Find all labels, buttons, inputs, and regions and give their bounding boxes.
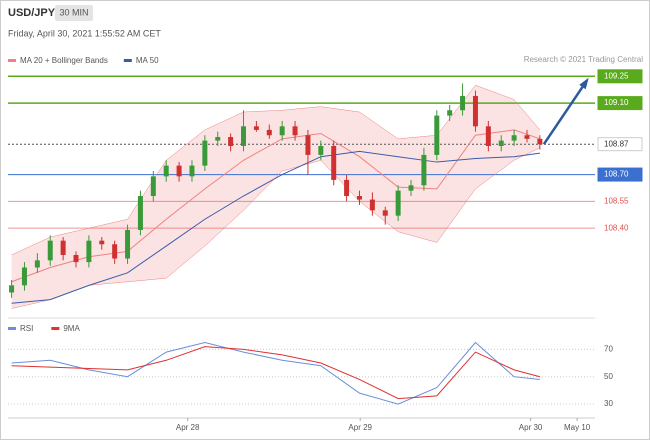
level-tag xyxy=(597,137,643,152)
candle-body xyxy=(395,190,401,216)
candle-body xyxy=(163,165,169,177)
level-label: 109.10 xyxy=(604,98,629,107)
level-label: 108.87 xyxy=(604,139,629,148)
candle-body xyxy=(9,285,15,293)
candle-body xyxy=(47,240,53,261)
candle-body xyxy=(73,254,79,263)
legend-swatch xyxy=(8,327,16,330)
candle-body xyxy=(408,185,414,191)
candle-body xyxy=(279,126,285,136)
legend-label: MA 50 xyxy=(136,56,159,65)
subtitle: Friday, April 30, 2021 1:55:52 AM CET xyxy=(8,28,161,38)
candle-body xyxy=(498,140,504,146)
y-tick-label: 70 xyxy=(604,344,613,353)
candle-body xyxy=(511,135,517,141)
band-edge xyxy=(11,147,540,309)
candle-body xyxy=(86,240,92,263)
candle-body xyxy=(21,267,27,286)
timeframe: 30 MIN xyxy=(59,7,88,17)
level-label: 108.70 xyxy=(604,170,629,179)
x-tick-label: Apr 29 xyxy=(348,423,372,432)
candle-body xyxy=(125,229,131,259)
legend-label: MA 20 + Bollinger Bands xyxy=(20,56,108,65)
candle-body xyxy=(305,135,311,155)
candle-body xyxy=(241,126,247,146)
candle-body xyxy=(318,145,324,155)
rsi-line xyxy=(11,341,540,405)
y-tick-label: 50 xyxy=(604,372,613,381)
legend-swatch xyxy=(8,59,16,62)
candle-body xyxy=(189,165,195,177)
candle-body xyxy=(137,196,143,230)
legend-label: RSI xyxy=(20,324,33,333)
candle-body xyxy=(331,145,337,180)
candle-body xyxy=(266,129,272,136)
candle-body xyxy=(344,179,350,197)
candle-body xyxy=(60,240,66,255)
rsi-line xyxy=(11,346,541,400)
candle-body xyxy=(460,95,466,111)
level-label: 108.40 xyxy=(604,223,629,232)
candle-body xyxy=(369,199,375,211)
candle-body xyxy=(447,110,453,116)
candle-body xyxy=(485,126,491,146)
projection-arrow xyxy=(542,79,589,145)
candle-body xyxy=(112,244,118,259)
level-label: 108.55 xyxy=(604,196,629,205)
moving-average xyxy=(11,150,540,304)
legend-swatch xyxy=(123,59,132,62)
credit: Research © 2021 Trading Central xyxy=(524,55,644,64)
candle-body xyxy=(421,154,427,186)
x-tick-label: May 10 xyxy=(564,423,591,432)
level-tag xyxy=(597,69,643,84)
level-label: 109.25 xyxy=(604,71,629,80)
chart-title: USD/JPY xyxy=(8,7,56,19)
candle-body xyxy=(176,165,182,177)
candle-body xyxy=(382,210,388,216)
level-tag xyxy=(597,96,643,111)
x-tick-label: Apr 28 xyxy=(176,423,200,432)
candle-body xyxy=(524,135,530,139)
y-tick-label: 30 xyxy=(604,399,613,408)
candle-body xyxy=(150,176,156,197)
candle-body xyxy=(253,126,259,130)
candle-body xyxy=(99,240,105,245)
legend-label: 9MA xyxy=(63,324,80,333)
candle-body xyxy=(34,260,40,268)
arrow-head xyxy=(579,77,589,90)
candle-body xyxy=(472,95,478,127)
candle-body xyxy=(228,137,234,146)
level-tag xyxy=(597,167,643,182)
candle-body xyxy=(434,115,440,155)
candle-body xyxy=(292,126,298,136)
candle-body xyxy=(215,137,221,141)
x-tick-label: Apr 30 xyxy=(519,423,543,432)
legend-swatch xyxy=(51,327,60,330)
bollinger-band xyxy=(11,85,540,309)
candle-body xyxy=(202,140,208,166)
candle-body xyxy=(537,138,543,145)
candle-body xyxy=(356,196,362,200)
timeframe-badge xyxy=(55,5,93,21)
